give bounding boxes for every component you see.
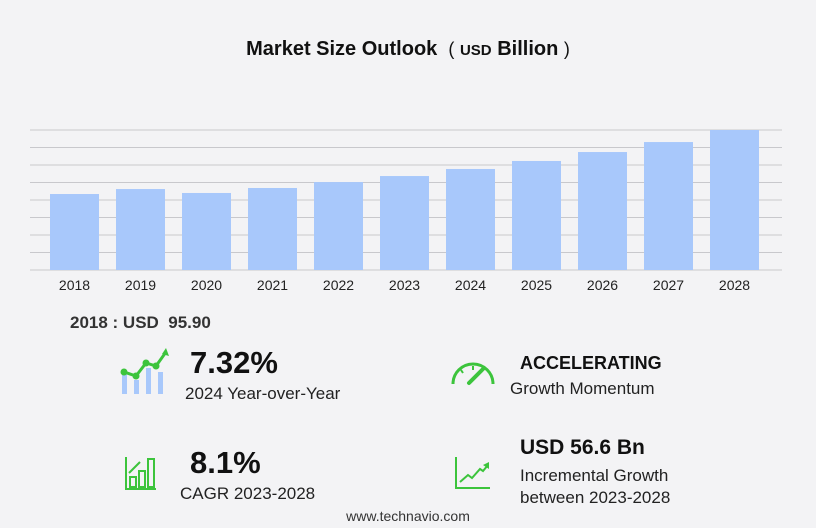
incremental-label-1: Incremental Growth	[520, 466, 669, 485]
footer-url: www.technavio.com	[346, 508, 470, 524]
cagr-value: 8.1%	[190, 445, 261, 480]
x-tick-label: 2028	[719, 277, 750, 293]
bar-2025	[512, 160, 561, 270]
x-tick-label: 2023	[389, 277, 420, 293]
speedometer-icon	[451, 362, 495, 385]
bar-2028	[710, 130, 759, 270]
x-tick-label: 2026	[587, 277, 618, 293]
momentum-label: Growth Momentum	[510, 379, 655, 398]
x-tick-label: 2021	[257, 277, 288, 293]
base-year-label: 2018 : USD 95.90	[70, 313, 211, 332]
line-growth-icon	[455, 457, 490, 489]
x-tick-label: 2025	[521, 277, 552, 293]
yoy-value: 7.32%	[190, 345, 278, 380]
x-tick-label: 2019	[125, 277, 156, 293]
bar-2021	[248, 187, 297, 270]
momentum-value: ACCELERATING	[520, 353, 662, 373]
bar-2024	[446, 168, 495, 270]
title-unit-prefix: USD	[459, 42, 492, 59]
yoy-label: 2024 Year-over-Year	[185, 384, 341, 403]
x-tick-label: 2018	[59, 277, 90, 293]
chart-title: Market Size Outlook ( USD Billion )	[246, 38, 570, 60]
bar-2026	[578, 152, 627, 270]
x-tick-label: 2020	[191, 277, 222, 293]
incremental-value: USD 56.6 Bn	[520, 436, 645, 459]
x-tick-label: 2022	[323, 277, 354, 293]
title-unit: Billion	[497, 38, 559, 60]
cagr-label: CAGR 2023-2028	[180, 484, 316, 503]
bar-2023	[380, 176, 429, 270]
incremental-label-2: between 2023-2028	[520, 488, 671, 507]
bar-2022	[314, 182, 363, 270]
bar-2020	[182, 192, 231, 270]
bar-2018	[50, 194, 99, 270]
title-text: Market Size Outlook	[246, 38, 438, 60]
bar-chart: 2018 2019 2020 2021 2022 2023 2024 2025 2026 2027…	[30, 129, 782, 293]
x-tick-label: 2027	[653, 277, 684, 293]
bar-growth-icon	[125, 457, 156, 490]
trend-chart-icon	[120, 348, 169, 394]
bar-2027	[644, 142, 693, 270]
x-tick-label: 2024	[455, 277, 486, 293]
bar-2019	[116, 189, 165, 270]
